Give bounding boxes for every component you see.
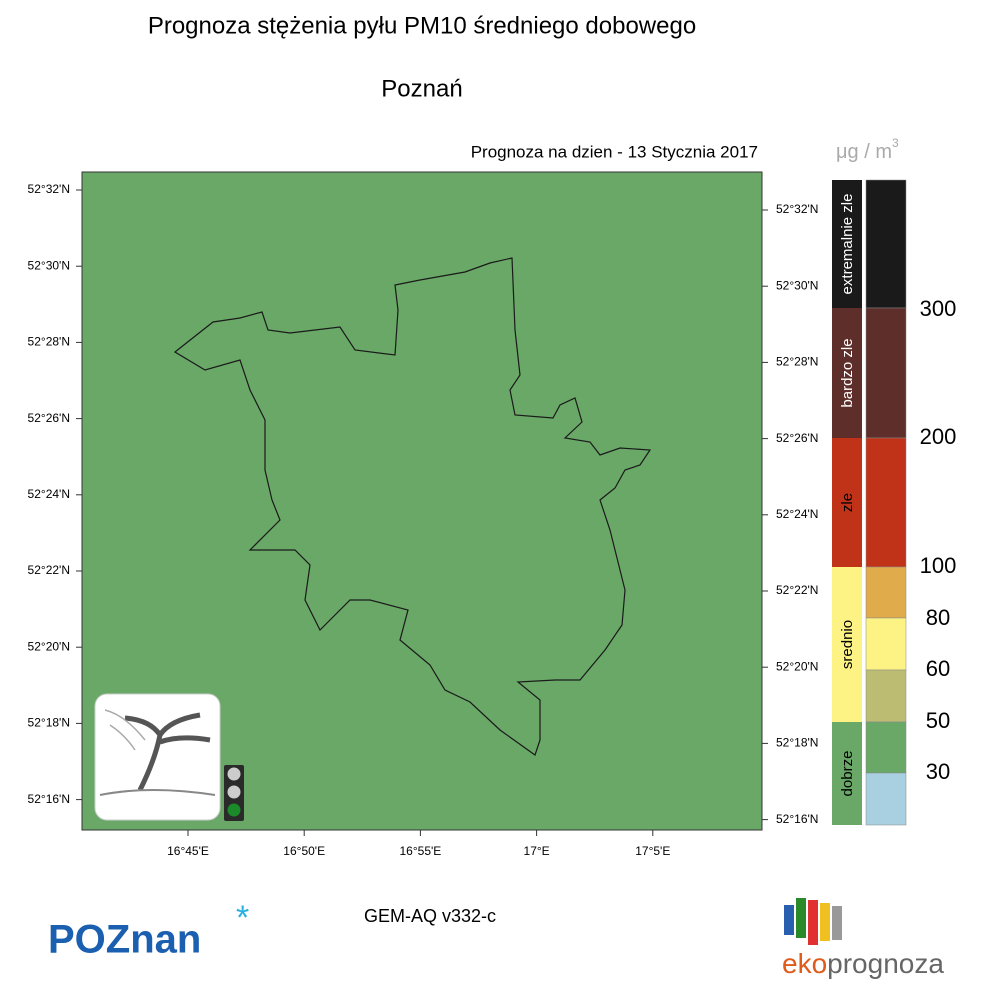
city-boundary [173, 257, 652, 756]
scale-band [865, 566, 907, 619]
lon-label: 16°45'E [167, 844, 209, 858]
traffic-light [224, 765, 244, 821]
lat-label: 52°22'N [776, 583, 818, 597]
lat-label: 52°28'N [28, 335, 70, 349]
lon-label: 17°5'E [635, 844, 670, 858]
lat-label: 52°26'N [28, 411, 70, 425]
brand-part2: prognoza [827, 948, 944, 979]
category-band [832, 722, 862, 825]
brand-part1: eko [782, 948, 827, 979]
lat-label: 52°16'N [776, 812, 818, 826]
scale-band [865, 772, 907, 826]
lat-label: 52°30'N [28, 258, 70, 272]
lat-label: 52°22'N [28, 563, 70, 577]
category-label: zle [839, 493, 856, 512]
city-logo: POZnan [48, 918, 201, 962]
category-label: srednio [839, 620, 856, 669]
lat-label: 52°20'N [28, 639, 70, 653]
model-label: GEM-AQ v332-c [364, 906, 496, 926]
tree-icon [94, 693, 221, 821]
threshold-label: 80 [926, 605, 950, 630]
threshold-label: 60 [926, 656, 950, 681]
brand-logo: ekoprognoza [782, 948, 944, 979]
category-label: extremalnie zle [839, 194, 856, 295]
date-label: Prognoza na dzien - 13 Stycznia 2017 [471, 142, 758, 161]
legend: extremalnie zle bardzo zle zle srednio dobrz… [832, 179, 957, 826]
category-band [832, 567, 862, 722]
unit-exponent: 3 [892, 136, 899, 150]
category-band [832, 180, 862, 308]
lat-label: 52°28'N [776, 355, 818, 369]
unit-base: μg / m [836, 141, 892, 163]
category-label: dobrze [839, 751, 856, 797]
lat-label: 52°18'N [28, 716, 70, 730]
title: Prognoza stężenia pyłu PM10 średniego do… [148, 12, 696, 39]
lat-label: 52°30'N [776, 278, 818, 292]
scale-band [865, 437, 907, 568]
threshold-label: 100 [920, 553, 957, 578]
city-logo-star: * [236, 899, 249, 937]
subtitle: Poznań [381, 75, 462, 102]
scale-band [865, 669, 907, 723]
category-band [832, 438, 862, 567]
lat-label: 52°16'N [28, 792, 70, 806]
threshold-label: 300 [920, 296, 957, 321]
threshold-label: 30 [926, 759, 950, 784]
scale-band [865, 721, 907, 774]
brand-icon [784, 898, 842, 945]
lon-label: 16°55'E [400, 844, 442, 858]
category-label: bardzo zle [839, 338, 856, 407]
category-band [832, 308, 862, 438]
scale-band [865, 179, 907, 309]
threshold-label: 50 [926, 708, 950, 733]
lat-label: 52°18'N [776, 736, 818, 750]
lat-label: 52°32'N [776, 202, 818, 216]
lat-label: 52°20'N [776, 659, 818, 673]
scale-band [865, 307, 907, 439]
lon-label: 17°E [524, 844, 550, 858]
unit: μg / m3 [836, 136, 899, 163]
lat-label: 52°24'N [28, 487, 70, 501]
lat-label: 52°24'N [776, 507, 818, 521]
lat-label: 52°26'N [776, 431, 818, 445]
lat-label: 52°32'N [28, 182, 70, 196]
lon-label: 16°50'E [283, 844, 325, 858]
threshold-label: 200 [920, 424, 957, 449]
scale-band [865, 617, 907, 671]
